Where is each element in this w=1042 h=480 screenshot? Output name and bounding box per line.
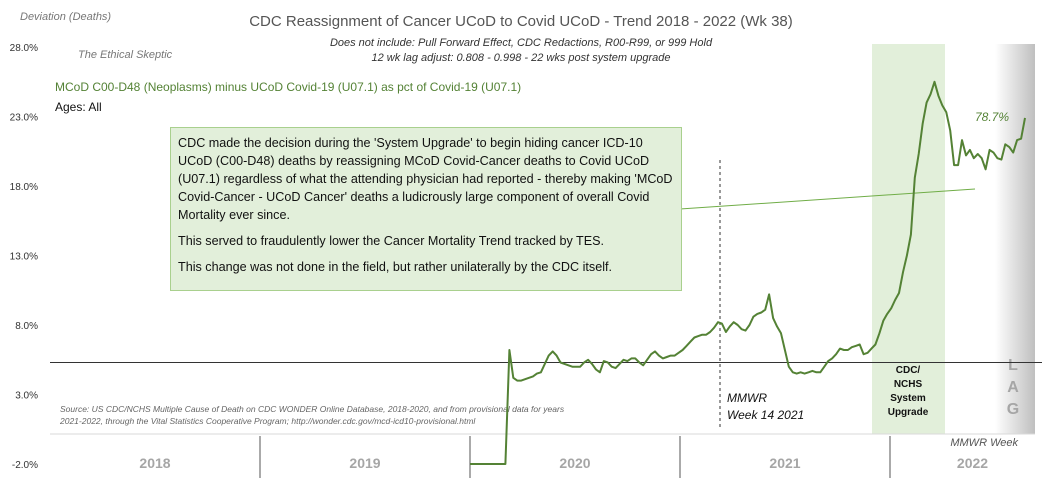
y-tick-label: 28.0% (10, 43, 38, 54)
series-line (470, 80, 1026, 465)
upgrade-label: NCHS (894, 379, 923, 390)
lag-label: L (1008, 357, 1018, 374)
y-tick-label: 18.0% (10, 182, 38, 193)
annotation-box: CDC made the decision during the 'System… (170, 127, 682, 291)
mmwr-label: MMWR (727, 391, 767, 405)
lag-region (995, 44, 1035, 434)
x-tick-label: 2018 (139, 455, 170, 471)
lag-label: G (1007, 401, 1019, 418)
y-tick-label: 3.0% (15, 391, 38, 402)
ages-label: Ages: All (55, 100, 102, 114)
callout-line (679, 188, 976, 210)
y-label: Deviation (Deaths) (20, 11, 111, 23)
mmwr-label: Week 14 2021 (727, 408, 804, 422)
x-tick-label: 2022 (957, 455, 988, 471)
upgrade-region (872, 44, 945, 434)
x-tick-label: 2019 (349, 455, 380, 471)
x-label: MMWR Week (950, 437, 1018, 449)
box-text: CDC made the decision during the 'System… (178, 136, 673, 222)
x-tick-label: 2020 (559, 455, 590, 471)
subtitle: 12 wk lag adjust: 0.808 - 0.998 - 22 wks… (372, 52, 671, 64)
y-tick-label: 8.0% (15, 321, 38, 332)
y-tick-label: 13.0% (10, 252, 38, 263)
x-tick-label: 2021 (769, 455, 800, 471)
upgrade-label: CDC/ (896, 365, 921, 376)
source: Source: US CDC/NCHS Multiple Cause of De… (60, 404, 565, 414)
box-text: This served to fraudulently lower the Ca… (178, 234, 605, 248)
watermark: The Ethical Skeptic (78, 49, 173, 61)
value-annotation: 78.7% (975, 110, 1009, 124)
y-tick-label: -2.0% (12, 460, 38, 471)
box-text: This change was not done in the field, b… (178, 260, 613, 274)
series-label: MCoD C00-D48 (Neoplasms) minus UCoD Covi… (55, 80, 521, 94)
subtitle: Does not include: Pull Forward Effect, C… (330, 37, 713, 49)
source: 2021-2022, through the Vital Statistics … (59, 416, 476, 426)
lag-label: A (1007, 379, 1019, 396)
upgrade-label: System (890, 393, 926, 404)
upgrade-label: Upgrade (888, 407, 929, 418)
y-tick-label: 23.0% (10, 113, 38, 124)
chart-title: CDC Reassignment of Cancer UCoD to Covid… (249, 13, 793, 30)
